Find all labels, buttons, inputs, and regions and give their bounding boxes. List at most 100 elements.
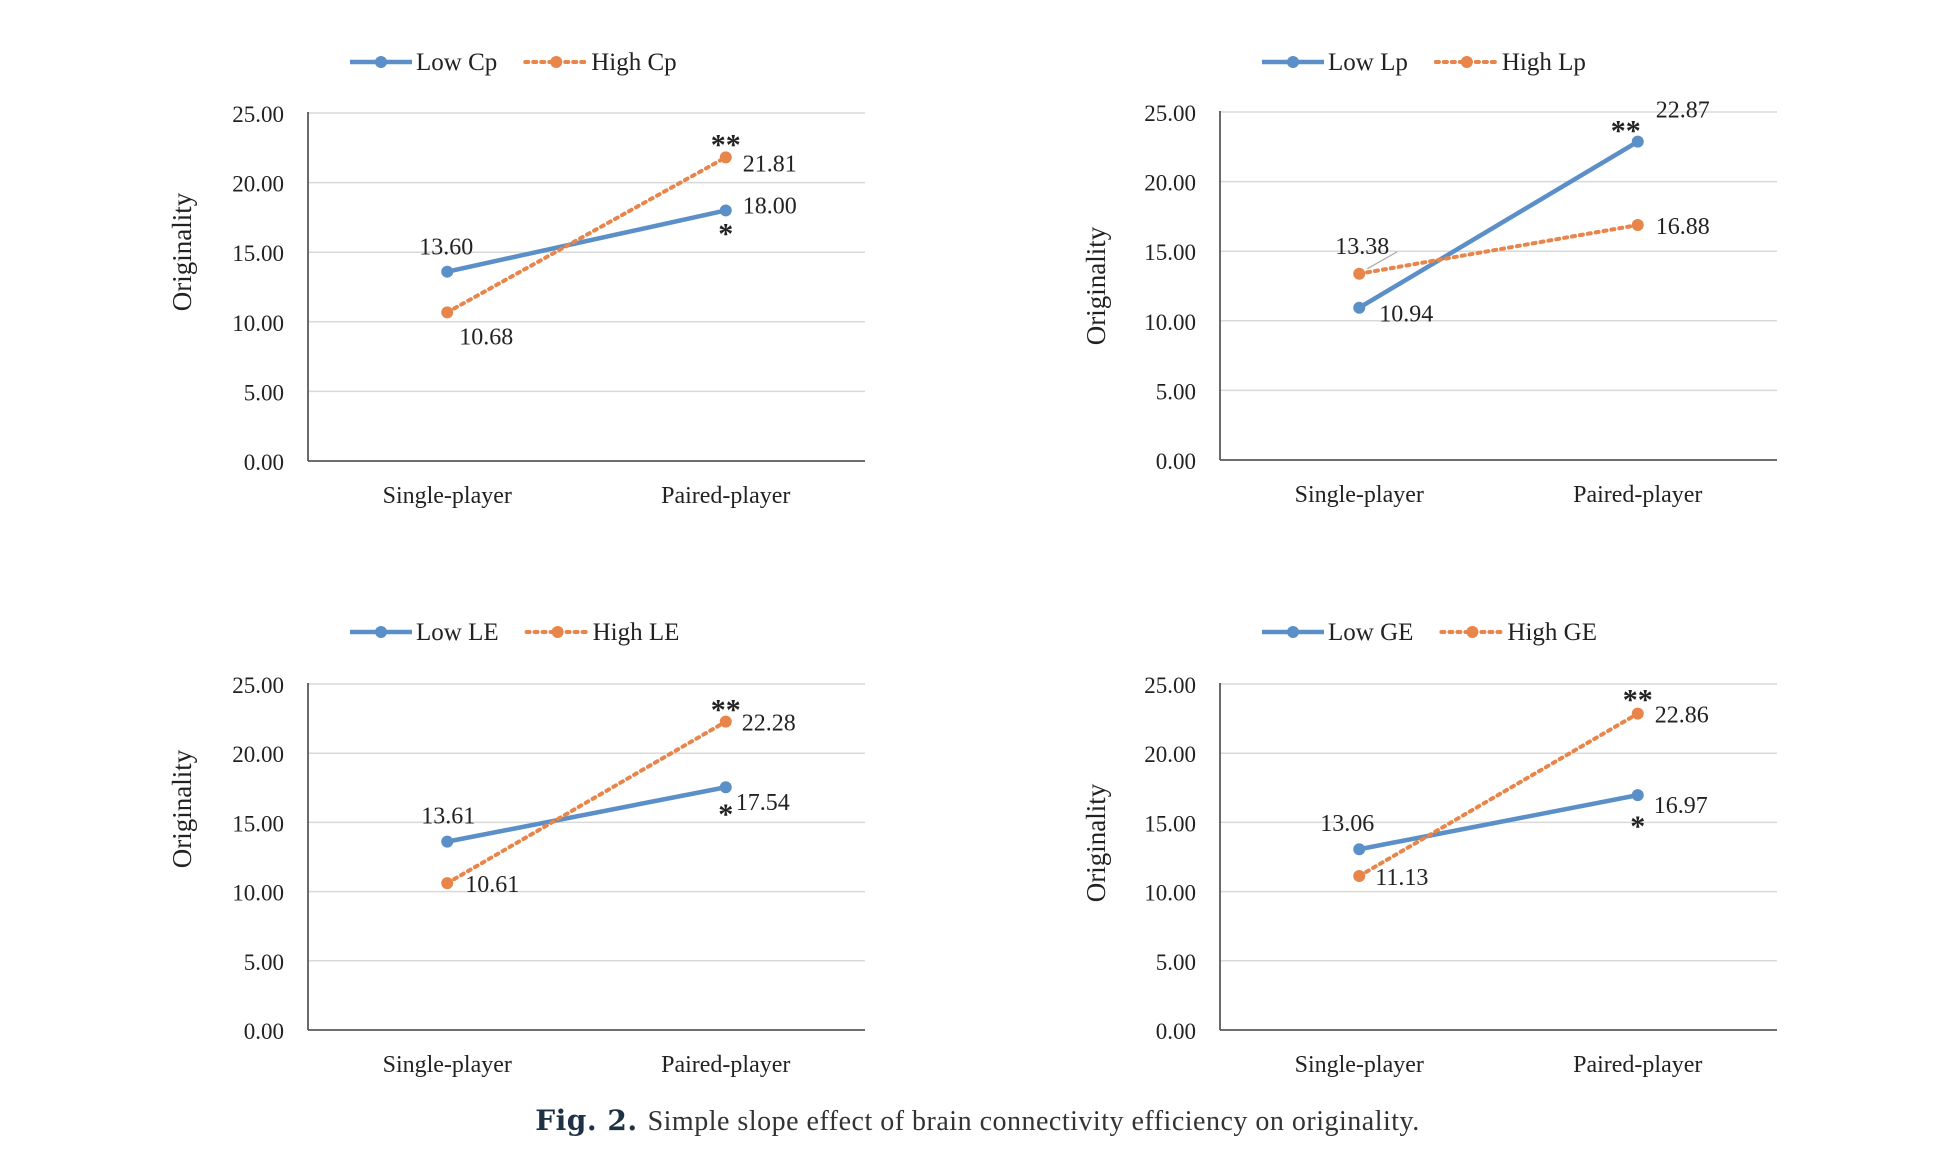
chart4-y-tick-label: 5.00: [1156, 950, 1196, 975]
chart3-data-label: 17.54: [736, 790, 790, 816]
figure-caption: Fig. 2. Simple slope effect of brain conn…: [0, 1104, 1955, 1138]
chart4-series-1-point: [1631, 789, 1644, 802]
chart1-y-tick-label: 25.00: [232, 102, 284, 127]
chart3-legend-label-2: High LE: [593, 619, 680, 646]
chart1-y-axis-title: Originality: [167, 192, 197, 311]
chart1-y-tick-label: 15.00: [232, 241, 284, 266]
chart4-data-label: 16.97: [1654, 793, 1708, 819]
chart1-data-label: 18.00: [743, 193, 797, 219]
chart2-data-label: 22.87: [1656, 98, 1710, 124]
chart2-series-2-point: [1631, 219, 1644, 232]
chart3-y-tick-label: 15.00: [232, 811, 284, 836]
chart2-y-axis-title: Originality: [1081, 226, 1111, 345]
chart4-legend-label-1: Low GE: [1328, 619, 1413, 646]
chart1-x-tick-label: Single-player: [383, 483, 512, 509]
chart2-y-tick-label: 15.00: [1144, 240, 1196, 265]
chart3-y-axis-title: Originality: [167, 749, 197, 868]
chart1-legend-marker-1: [375, 56, 387, 68]
chart2-y-tick-label: 5.00: [1156, 379, 1196, 404]
chart2-legend-label-2: High Lp: [1502, 49, 1586, 76]
chart1-y-tick-label: 20.00: [232, 172, 284, 197]
chart4-y-tick-label: 10.00: [1144, 881, 1196, 906]
chart4-x-tick-label: Paired-player: [1573, 1052, 1702, 1078]
chart2-series-2-line: [1357, 223, 1640, 276]
chart3-data-label: 22.28: [742, 711, 796, 737]
chart3-legend-label-1: Low LE: [416, 619, 499, 646]
chart3-legend-marker-1: [375, 626, 387, 638]
chart3-y-tick-label: 10.00: [232, 881, 284, 906]
chart2-series-1-point: [1353, 301, 1366, 314]
chart3-data-label: 10.61: [465, 872, 519, 898]
chart1-legend-marker-2: [550, 56, 563, 68]
chart3-y-tick-label: 25.00: [232, 673, 284, 698]
chart2-series-2-point: [1353, 267, 1366, 280]
chart1-series-1-point: [719, 204, 732, 217]
chart4-legend-marker-1: [1287, 626, 1299, 638]
chart4-series-1-line: [1358, 792, 1639, 852]
chart2-data-label: 10.94: [1379, 302, 1433, 328]
chart2-y-tick-label: 10.00: [1144, 310, 1196, 335]
chart2-legend-label-1: Low Lp: [1328, 49, 1408, 76]
chart1-series-1-line: [446, 208, 727, 274]
chart1-legend-label-1: Low Cp: [416, 49, 497, 76]
figure-caption-label: Fig. 2.: [535, 1104, 638, 1137]
chart1-significance-marker: *: [718, 217, 733, 250]
chart3-y-tick-label: 20.00: [232, 742, 284, 767]
chart2-y-tick-label: 0.00: [1156, 449, 1196, 474]
chart3-series-1-point: [719, 781, 732, 794]
chart4-data-label: 11.13: [1375, 865, 1428, 891]
chart3-series-1-point: [441, 835, 454, 848]
chart3-data-label: 13.61: [421, 804, 475, 830]
chart3-series-2-point: [441, 877, 454, 890]
chart3-legend-marker-2: [551, 626, 564, 638]
chart3-significance-marker: **: [711, 694, 741, 727]
figure-caption-text: Simple slope effect of brain connectivit…: [647, 1106, 1420, 1137]
chart4-series-2-point: [1353, 869, 1366, 882]
chart1-series-2-point: [719, 151, 732, 164]
chart2-y-tick-label: 25.00: [1144, 101, 1196, 126]
chart4-y-axis-title: Originality: [1081, 783, 1111, 902]
chart3-significance-marker: *: [718, 798, 733, 831]
chart4-y-tick-label: 0.00: [1156, 1019, 1196, 1044]
chart3-series-1-line: [446, 785, 727, 844]
chart3-x-tick-label: Single-player: [383, 1052, 512, 1078]
chart1-data-label: 13.60: [419, 235, 473, 261]
chart1-series-1-point: [441, 265, 454, 278]
chart4-data-label: 22.86: [1655, 703, 1709, 729]
chart2-y-tick-label: 20.00: [1144, 171, 1196, 196]
chart1-data-label: 10.68: [459, 324, 513, 350]
chart1-data-label: 21.81: [743, 151, 797, 177]
chart4-data-label: 13.06: [1320, 811, 1374, 837]
chart1-series-2-line: [445, 155, 728, 315]
chart4-series-2-point: [1631, 707, 1644, 720]
chart2-significance-marker: **: [1611, 115, 1641, 148]
chart4-significance-marker: **: [1623, 684, 1653, 717]
chart3-y-tick-label: 5.00: [244, 950, 284, 975]
chart2-legend-marker-2: [1460, 56, 1473, 68]
chart4-significance-marker: *: [1630, 810, 1645, 843]
chart1-legend-label-2: High Cp: [591, 49, 676, 76]
chart4-legend-label-2: High GE: [1507, 619, 1597, 646]
chart3-series-2-line: [445, 719, 728, 886]
chart2-x-tick-label: Paired-player: [1573, 482, 1702, 508]
chart1-series-2-point: [441, 306, 454, 319]
chart1-y-tick-label: 10.00: [232, 311, 284, 336]
chart2-x-tick-label: Single-player: [1295, 482, 1424, 508]
chart2-series-1-point: [1631, 135, 1644, 148]
chart4-series-2-line: [1357, 711, 1640, 878]
chart1-x-tick-label: Paired-player: [661, 483, 790, 509]
chart2-leader-line: [1366, 251, 1398, 270]
chart4-y-tick-label: 20.00: [1144, 742, 1196, 767]
chart3-series-2-point: [719, 715, 732, 728]
chart2-legend-marker-1: [1287, 56, 1299, 68]
chart4-x-tick-label: Single-player: [1295, 1052, 1424, 1078]
chart2-series-1-line: [1358, 139, 1639, 310]
chart4-y-tick-label: 15.00: [1144, 811, 1196, 836]
chart1-significance-marker: **: [711, 128, 741, 161]
chart2-data-label: 13.38: [1335, 234, 1389, 260]
chart2-data-label: 16.88: [1656, 214, 1710, 240]
chart4-y-tick-label: 25.00: [1144, 673, 1196, 698]
chart1-y-tick-label: 0.00: [244, 450, 284, 475]
chart3-y-tick-label: 0.00: [244, 1019, 284, 1044]
